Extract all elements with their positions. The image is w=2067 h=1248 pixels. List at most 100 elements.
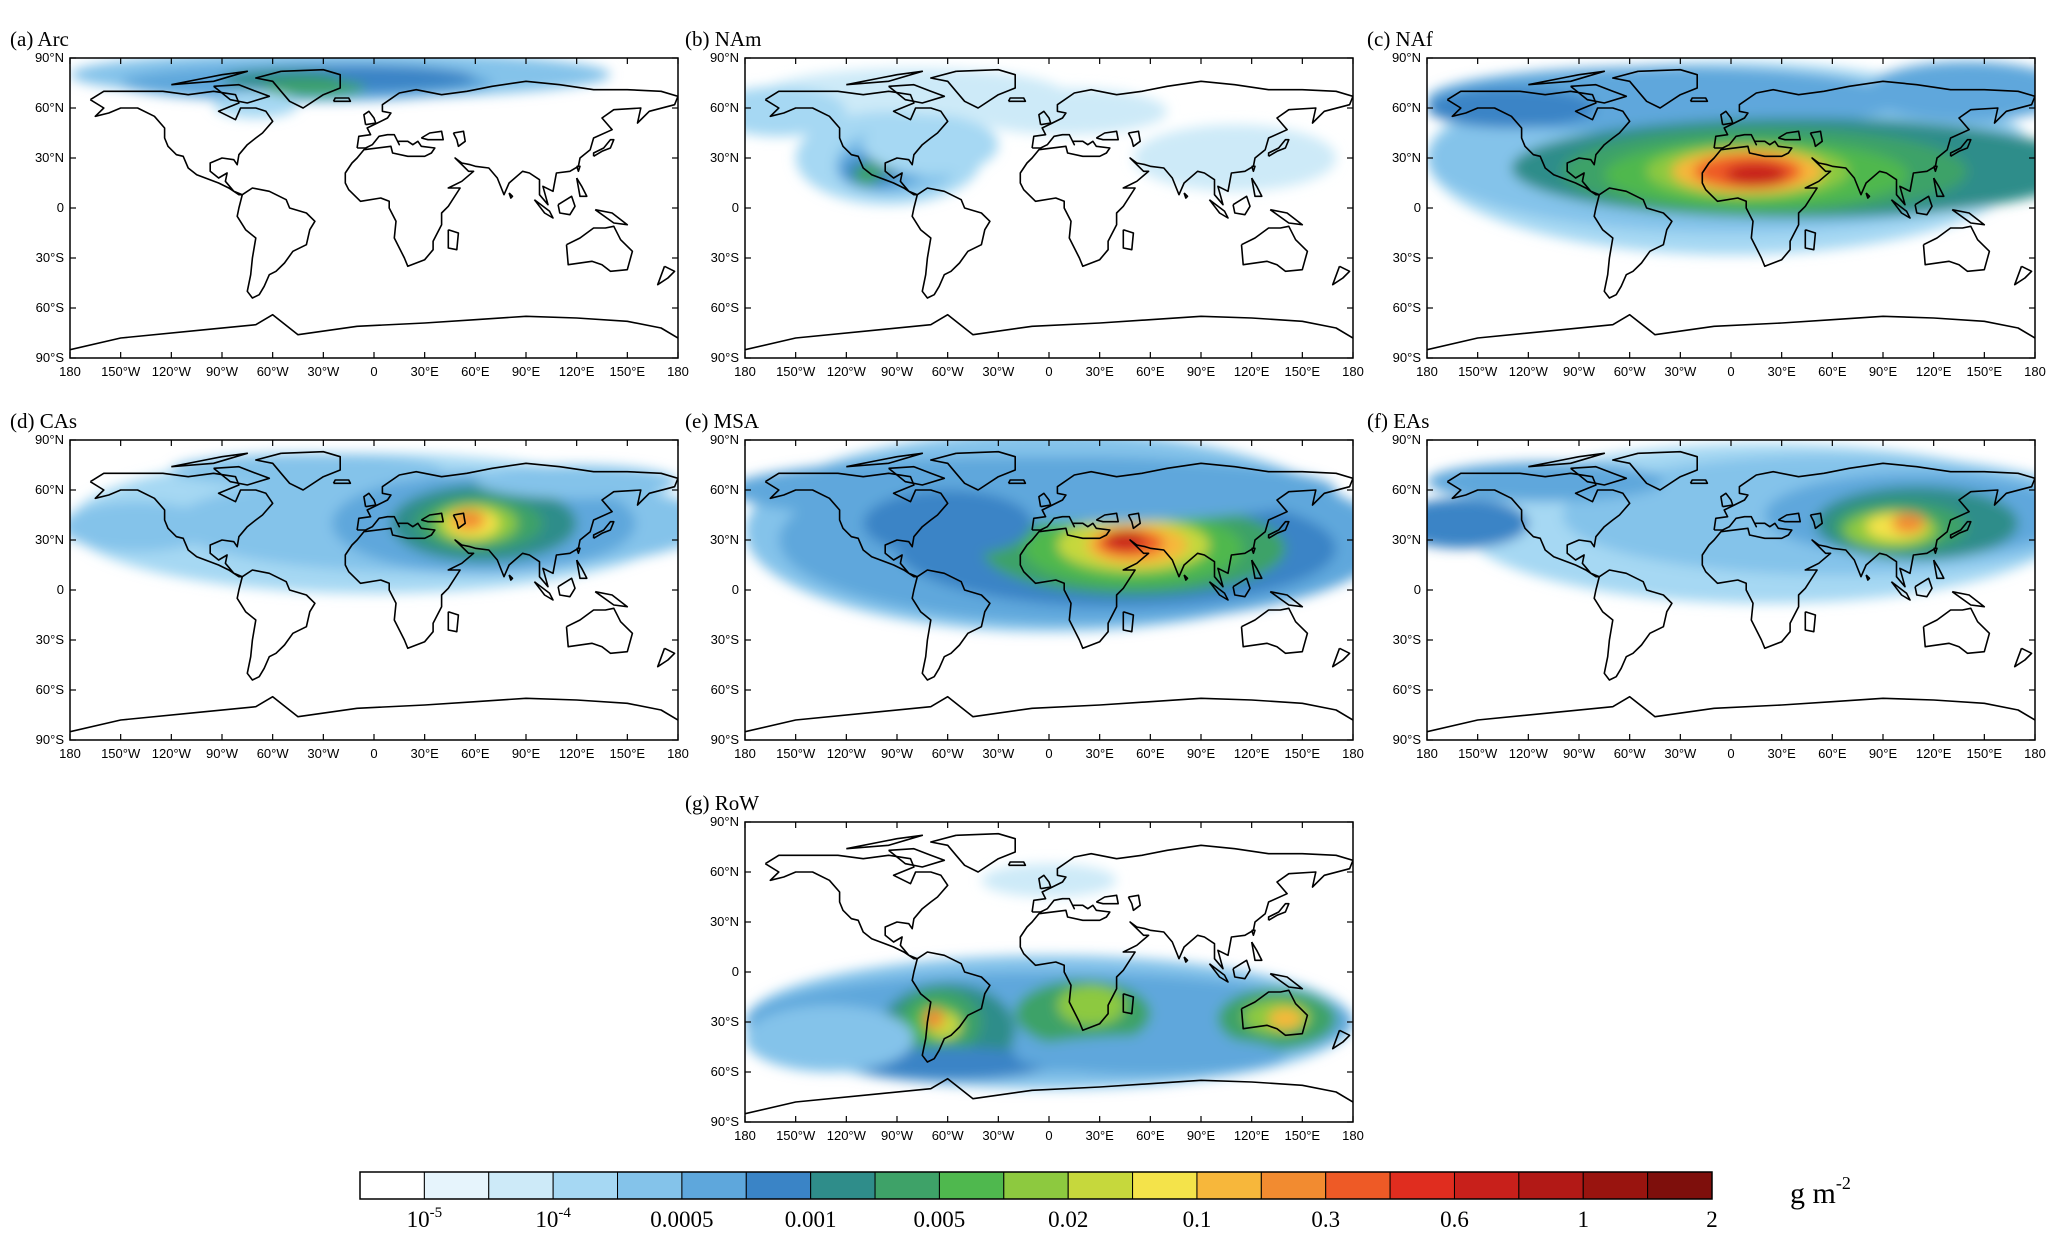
lon-tick-label: 120°W xyxy=(1509,746,1549,761)
coastline xyxy=(213,83,271,104)
coastline xyxy=(575,165,581,173)
coastline xyxy=(1127,130,1141,148)
coastline xyxy=(1932,559,1945,580)
colorbar-swatch xyxy=(1003,1171,1069,1200)
lon-tick-label: 120°E xyxy=(559,364,595,379)
coastline xyxy=(1890,581,1911,601)
lon-tick-label: 120°W xyxy=(827,746,867,761)
map-background xyxy=(70,58,678,358)
coastline xyxy=(344,462,678,650)
lat-tick-label: 30°S xyxy=(36,250,65,265)
colorbar: 10-5 10-4 0.0005 0.001 0.005 0.02 0.1 0.3 0.6 1 2 g… xyxy=(359,1171,1851,1232)
lat-tick-label: 90°S xyxy=(711,732,740,747)
coastline xyxy=(420,130,444,141)
coastline xyxy=(1267,902,1290,921)
deposition-contour xyxy=(1891,513,1926,534)
coastline xyxy=(1932,547,1938,555)
deposition-contour xyxy=(1268,1008,1303,1029)
colorbar-swatch xyxy=(1260,1171,1327,1200)
coastline xyxy=(363,492,377,508)
coastline xyxy=(1865,192,1871,199)
lon-tick-label: 0 xyxy=(1045,364,1052,379)
coastline xyxy=(1232,195,1251,216)
coastline xyxy=(332,97,352,103)
panel-title: (c) NAf xyxy=(1367,27,1433,51)
lat-tick-label: 60°N xyxy=(1392,482,1421,497)
coastline xyxy=(1250,929,1256,937)
lon-tick-label: 120°E xyxy=(1234,364,1270,379)
coastline xyxy=(1612,450,1698,491)
lon-tick-label: 60°W xyxy=(932,1128,965,1143)
coastline xyxy=(575,547,581,555)
coastlines xyxy=(70,68,678,351)
coastline xyxy=(213,465,271,486)
lon-tick-label: 60°W xyxy=(257,746,290,761)
lon-tick-label: 90°W xyxy=(881,1128,914,1143)
coastline xyxy=(1208,963,1229,983)
coastline xyxy=(575,559,588,580)
coastline xyxy=(888,847,946,868)
deposition-field xyxy=(745,440,1353,632)
coastline xyxy=(911,187,991,299)
coastline xyxy=(1922,225,1991,273)
deposition-contour xyxy=(745,456,1337,524)
coastline xyxy=(1250,547,1256,555)
lon-tick-label: 180 xyxy=(2024,364,2046,379)
coastline xyxy=(70,695,678,733)
lat-tick-label: 60°N xyxy=(710,100,739,115)
coastline xyxy=(1331,647,1351,668)
lon-tick-label: 150°E xyxy=(1967,364,2003,379)
lon-tick-label: 180 xyxy=(2024,746,2046,761)
coastline xyxy=(1250,165,1256,173)
lat-tick-label: 30°S xyxy=(1393,250,1422,265)
coastline xyxy=(930,68,1016,109)
coastline xyxy=(1122,228,1135,251)
coastline xyxy=(1809,512,1823,530)
coastline xyxy=(930,832,1016,873)
coastline xyxy=(1095,512,1119,523)
lon-tick-label: 90°E xyxy=(1869,746,1898,761)
coastline xyxy=(363,110,377,126)
coastline xyxy=(1427,313,2035,351)
colorbar-swatch xyxy=(745,1171,812,1200)
coastline xyxy=(533,199,554,219)
colorbar-swatch xyxy=(1518,1171,1584,1200)
coastline xyxy=(1570,83,1628,104)
lat-tick-label: 60°S xyxy=(1393,300,1422,315)
coastlines xyxy=(1427,450,2035,733)
coastline xyxy=(592,138,615,157)
coastline xyxy=(255,68,341,109)
lat-tick-label: 60°N xyxy=(1392,100,1421,115)
coastline xyxy=(1095,130,1119,141)
lon-tick-label: 0 xyxy=(370,746,377,761)
coastline xyxy=(594,590,629,608)
coastlines xyxy=(745,68,1353,351)
lat-tick-label: 90°N xyxy=(35,50,64,65)
coastline xyxy=(1269,972,1304,990)
coastline xyxy=(1208,581,1229,601)
coastline xyxy=(533,581,554,601)
coastline xyxy=(1865,574,1871,581)
coastline xyxy=(1232,959,1251,980)
lat-tick-label: 30°N xyxy=(1392,532,1421,547)
lon-tick-label: 150°E xyxy=(1285,364,1321,379)
coastline xyxy=(70,313,678,351)
panel-title: (e) MSA xyxy=(685,409,760,433)
colorbar-unit: g m-2 xyxy=(1790,1173,1851,1210)
coastline xyxy=(171,452,249,468)
coastline xyxy=(1007,97,1027,103)
deposition-contour xyxy=(1133,124,1337,192)
coastline xyxy=(1250,177,1263,198)
colorbar-label: 0.02 xyxy=(1048,1207,1088,1232)
lat-tick-label: 0 xyxy=(57,582,64,597)
lat-tick-label: 30°N xyxy=(35,150,64,165)
lat-tick-label: 90°S xyxy=(711,1114,740,1129)
lat-tick-label: 90°N xyxy=(710,814,739,829)
coastline xyxy=(332,479,352,485)
lon-tick-label: 180 xyxy=(734,1128,756,1143)
colorbar-swatch xyxy=(552,1171,619,1200)
lon-tick-label: 120°W xyxy=(1509,364,1549,379)
colorbar-swatch xyxy=(1647,1171,1713,1200)
